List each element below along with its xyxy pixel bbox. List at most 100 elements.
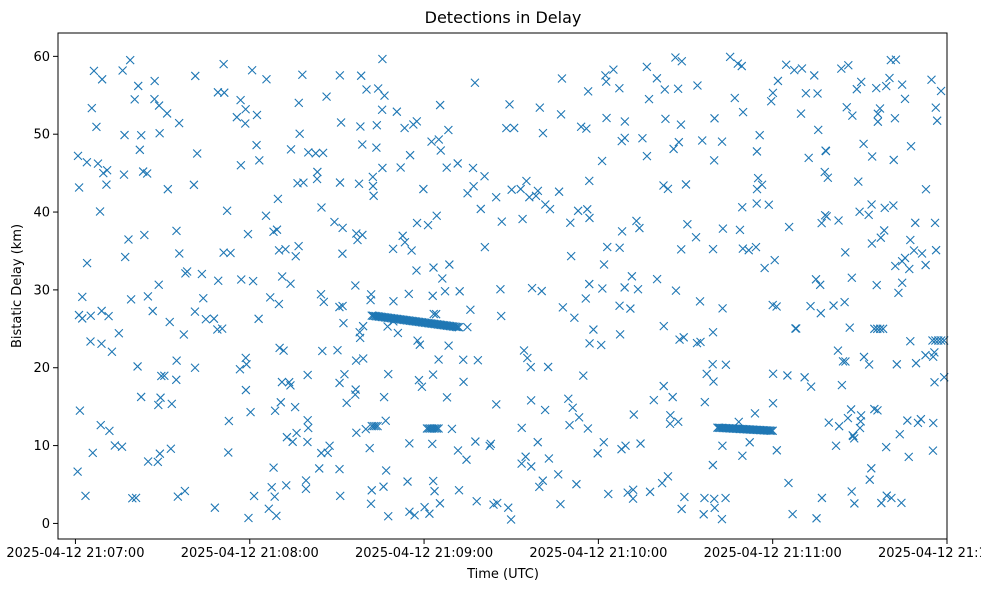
- data-point: [282, 432, 292, 442]
- data-point: [273, 194, 283, 204]
- data-point: [366, 499, 376, 509]
- data-point: [430, 424, 440, 433]
- data-point: [322, 92, 331, 101]
- data-point: [878, 324, 888, 334]
- data-point: [264, 504, 274, 514]
- data-point: [77, 314, 87, 323]
- data-point: [303, 370, 313, 380]
- data-point: [671, 53, 680, 62]
- data-point: [593, 448, 603, 458]
- data-point: [710, 503, 720, 513]
- data-point: [252, 140, 261, 150]
- data-point: [247, 65, 257, 75]
- data-point: [535, 103, 545, 113]
- data-point: [236, 95, 245, 105]
- data-point: [192, 149, 202, 158]
- data-point: [509, 123, 519, 133]
- data-point: [519, 346, 529, 355]
- data-point: [800, 372, 810, 382]
- data-point: [625, 304, 635, 313]
- data-point: [772, 445, 782, 455]
- data-point: [847, 273, 857, 283]
- data-point: [443, 125, 453, 135]
- data-point: [880, 203, 890, 213]
- data-point: [198, 293, 208, 303]
- data-point: [849, 434, 859, 443]
- data-point: [876, 498, 886, 508]
- data-point: [791, 324, 800, 333]
- data-point: [531, 191, 541, 201]
- data-point: [279, 346, 288, 355]
- data-point: [339, 318, 348, 328]
- data-point: [415, 340, 425, 350]
- data-point: [372, 120, 382, 130]
- data-point: [358, 230, 367, 240]
- data-point: [274, 246, 284, 255]
- data-point: [335, 178, 345, 187]
- data-point: [796, 109, 806, 119]
- data-point: [873, 406, 882, 415]
- data-point: [768, 426, 778, 436]
- data-point: [93, 159, 103, 169]
- data-point: [312, 174, 322, 184]
- data-point: [856, 77, 866, 87]
- data-point: [558, 302, 568, 312]
- data-point: [766, 426, 776, 436]
- data-point: [405, 507, 414, 517]
- data-point: [351, 428, 361, 438]
- data-point: [659, 181, 668, 190]
- data-point: [190, 363, 200, 373]
- data-point: [131, 493, 141, 503]
- data-point: [533, 186, 543, 196]
- data-point: [620, 117, 630, 126]
- data-point: [240, 119, 250, 128]
- data-point: [665, 419, 675, 429]
- data-point: [932, 116, 942, 126]
- data-point: [350, 281, 360, 290]
- data-point: [533, 437, 543, 447]
- data-point: [249, 491, 259, 501]
- data-point: [505, 99, 514, 109]
- data-point: [906, 141, 916, 151]
- data-point: [682, 219, 692, 229]
- data-point: [440, 286, 450, 296]
- data-point: [270, 406, 280, 416]
- data-point: [663, 184, 673, 194]
- data-point: [578, 371, 588, 381]
- data-point: [351, 356, 361, 366]
- data-point: [845, 323, 855, 333]
- data-point: [466, 305, 475, 315]
- data-point: [442, 163, 452, 173]
- data-point: [407, 246, 416, 255]
- data-point: [277, 377, 287, 387]
- data-point: [869, 404, 879, 414]
- data-point: [931, 245, 941, 255]
- data-point: [311, 148, 321, 158]
- data-point: [294, 98, 304, 108]
- data-point: [485, 441, 495, 451]
- data-point: [82, 258, 92, 268]
- data-point: [148, 306, 158, 316]
- data-point: [389, 296, 398, 306]
- data-point: [628, 494, 638, 504]
- data-point: [297, 70, 307, 80]
- data-point: [110, 441, 120, 450]
- data-point: [323, 448, 333, 458]
- data-point: [602, 242, 612, 252]
- data-point: [847, 111, 857, 120]
- data-point: [718, 224, 728, 234]
- data-point: [872, 280, 882, 290]
- data-point: [867, 239, 877, 248]
- data-point: [429, 309, 439, 319]
- data-point: [432, 424, 442, 433]
- data-point: [269, 463, 278, 473]
- data-point: [434, 424, 443, 433]
- data-point: [335, 491, 345, 501]
- data-point: [355, 333, 365, 343]
- data-point: [882, 491, 892, 501]
- data-point: [897, 278, 907, 288]
- data-point: [404, 438, 414, 448]
- data-point: [553, 469, 563, 479]
- data-point: [265, 293, 275, 302]
- data-point: [730, 93, 740, 103]
